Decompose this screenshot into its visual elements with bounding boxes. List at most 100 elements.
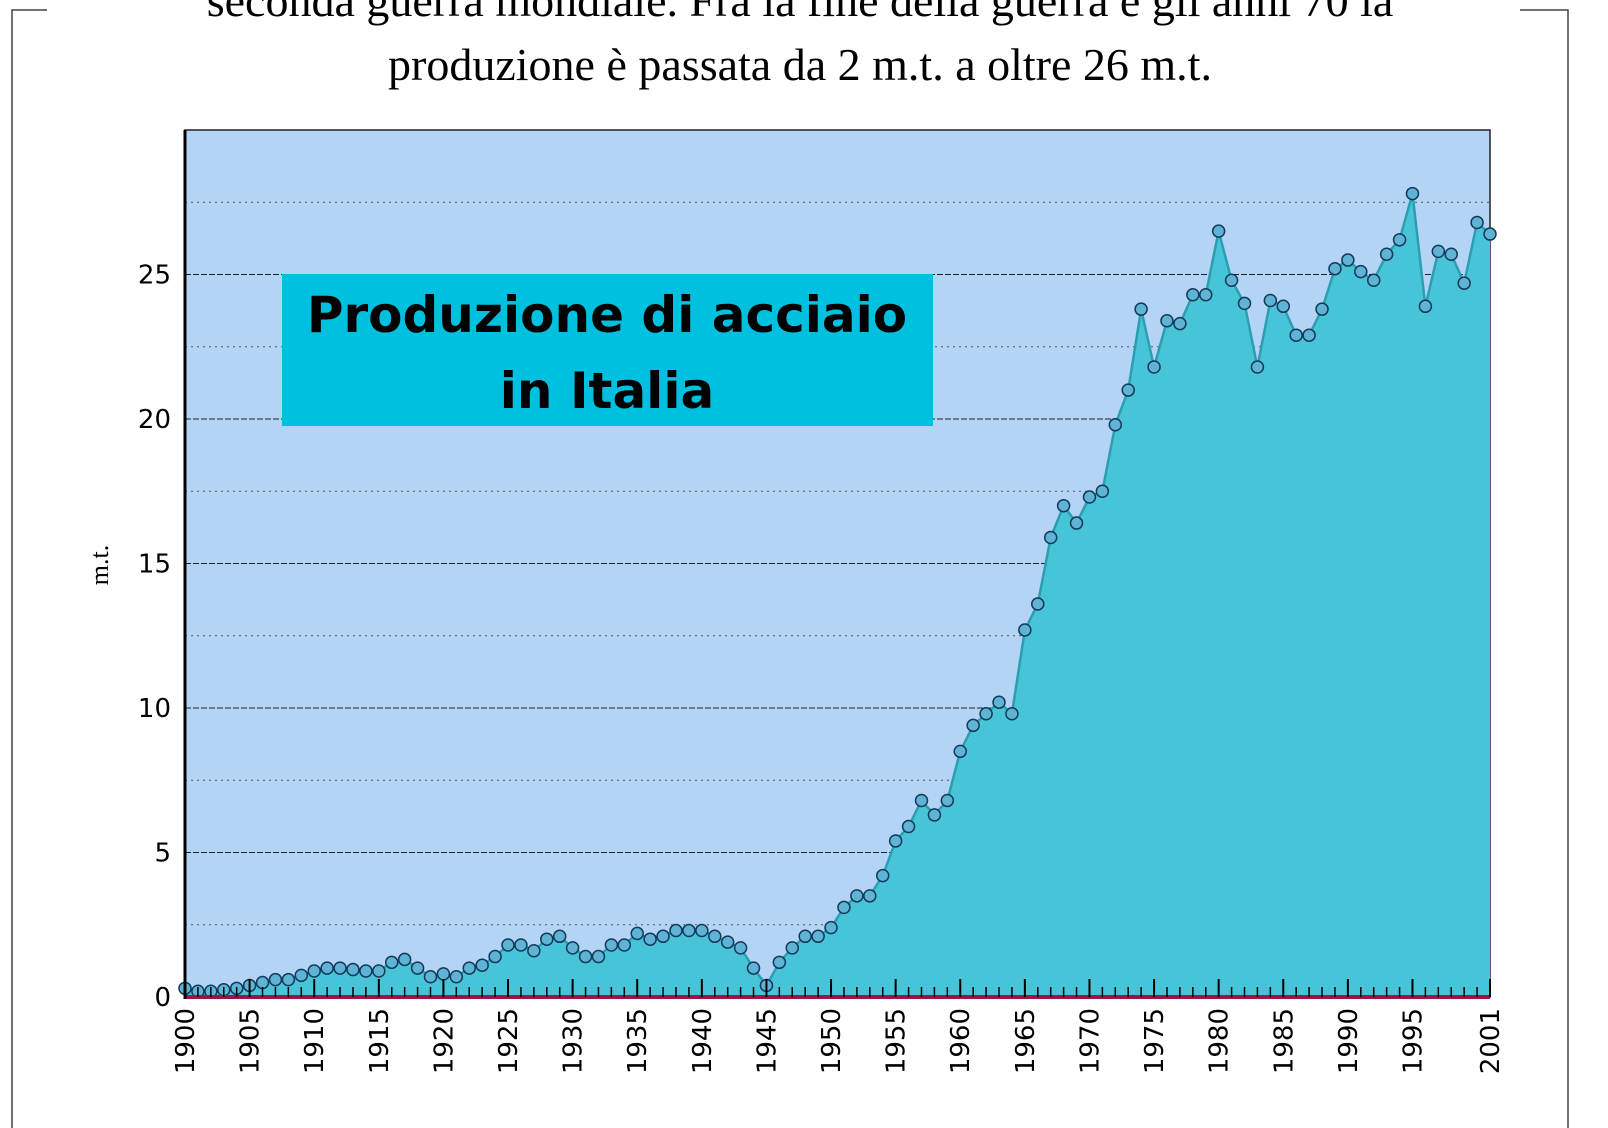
marker [772, 955, 787, 970]
marker [604, 938, 619, 952]
x-tick-label: 1950 [817, 1008, 847, 1074]
marker [733, 941, 748, 955]
slide-border [11, 9, 47, 1128]
marker [436, 967, 451, 981]
marker [953, 744, 967, 759]
marker [1237, 296, 1252, 311]
x-tick-label: 1990 [1334, 1008, 1364, 1074]
marker [540, 932, 554, 946]
y-axis-label: m.t. [85, 545, 114, 585]
marker [966, 718, 980, 733]
marker [992, 695, 1006, 709]
marker [1263, 293, 1278, 308]
x-tick-label: 1900 [171, 1008, 201, 1074]
area [185, 193, 1490, 997]
marker [850, 889, 864, 903]
marker [423, 970, 438, 984]
x-tick-label: 2001 [1476, 1008, 1506, 1074]
x-tick-label: 1960 [946, 1008, 976, 1074]
marker [501, 938, 515, 952]
x-tick-label: 1940 [688, 1008, 718, 1074]
chart-title: Produzione di acciaio [307, 286, 907, 344]
marker [359, 964, 373, 978]
marker [255, 975, 270, 990]
marker [940, 793, 955, 808]
marker [384, 955, 399, 970]
marker [449, 970, 464, 984]
marker [1134, 302, 1148, 316]
marker [372, 964, 386, 978]
marker [1444, 247, 1458, 262]
marker [824, 920, 838, 935]
marker [1315, 302, 1329, 316]
marker [1186, 287, 1200, 302]
marker [811, 929, 825, 944]
marker [462, 961, 477, 975]
marker [1173, 316, 1187, 331]
marker [333, 961, 347, 975]
marker [1418, 299, 1433, 314]
x-tick-label: 1995 [1398, 1008, 1428, 1074]
marker [346, 962, 360, 977]
marker [1224, 273, 1239, 288]
marker [901, 819, 916, 834]
marker [1211, 224, 1226, 238]
marker [1328, 261, 1342, 276]
marker [552, 929, 567, 944]
marker [708, 929, 722, 944]
marker [617, 938, 632, 952]
x-tick-label: 1935 [623, 1008, 653, 1074]
marker [1379, 247, 1394, 262]
marker [1392, 233, 1407, 247]
marker [1483, 227, 1497, 241]
marker [875, 868, 890, 883]
marker [1457, 276, 1471, 290]
marker [630, 926, 644, 941]
marker [1005, 707, 1019, 721]
marker [927, 808, 942, 822]
marker [1470, 215, 1484, 230]
marker [1289, 328, 1303, 342]
marker [1018, 623, 1032, 637]
marker [682, 923, 696, 938]
marker [798, 929, 812, 944]
x-tick-label: 1945 [752, 1008, 782, 1074]
marker [1082, 490, 1097, 504]
marker [307, 964, 321, 978]
y-tick-label: 0 [154, 983, 171, 1013]
marker [1056, 498, 1071, 513]
marker [746, 961, 761, 975]
title-box [282, 274, 933, 426]
marker [578, 949, 593, 964]
marker [1198, 287, 1213, 302]
marker [1069, 516, 1084, 530]
marker [475, 958, 489, 972]
marker [643, 932, 657, 946]
marker [1095, 484, 1110, 498]
header-line: produzione è passata da 2 m.t. a oltre 2… [388, 39, 1212, 90]
marker [1341, 253, 1355, 267]
x-tick-label: 1920 [429, 1008, 459, 1074]
marker [1302, 328, 1316, 342]
x-tick-label: 1915 [365, 1008, 395, 1074]
marker [720, 935, 735, 949]
y-tick-label: 20 [138, 405, 171, 435]
marker [1276, 299, 1291, 314]
marker [669, 923, 683, 938]
marker [294, 968, 309, 983]
marker [914, 793, 929, 808]
marker [656, 929, 670, 944]
marker [1405, 186, 1420, 201]
marker [527, 944, 541, 958]
marker [320, 961, 334, 975]
marker [1366, 273, 1381, 288]
x-tick-label: 1985 [1269, 1008, 1299, 1074]
marker [1431, 244, 1446, 259]
marker [397, 952, 412, 967]
marker [410, 961, 425, 975]
marker [1354, 264, 1368, 279]
marker [785, 941, 800, 955]
chart-title: in Italia [500, 362, 714, 420]
